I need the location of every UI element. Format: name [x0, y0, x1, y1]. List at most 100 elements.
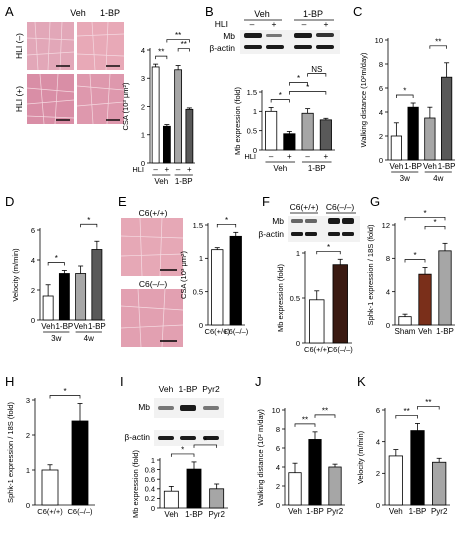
bar-c-1: [390, 135, 402, 161]
x-label-f-1: C6(+/+): [304, 345, 330, 354]
micrograph-e-scalebars: [160, 269, 177, 342]
x-label-c-2: 1-BP: [404, 162, 422, 171]
group-label-d-2: 4w: [84, 334, 94, 343]
micro-a-col-veh: Veh: [70, 8, 86, 18]
sig-bracket-g-1: [404, 259, 426, 263]
sig-bracket-g-3: [404, 216, 446, 221]
blot-b-band-actin: β-actin: [209, 43, 235, 53]
x-sign-a-2: +: [165, 165, 170, 174]
chart-b: 0 0.5 1 1.5 Mb expression (fold) – + – + HLI Veh 1-…: [233, 65, 335, 173]
sig-bracket-g-2: [424, 225, 446, 230]
y-axis-label-b: Mb expression (fold): [233, 87, 242, 155]
blot-i-band-actin: β-actin: [124, 432, 150, 442]
x-label-c-3: Veh: [423, 162, 437, 171]
y-axis-label-a: CSA (10³ μm²): [121, 82, 130, 131]
x-label-g-3: 1-BP: [436, 327, 454, 336]
blot-b-bands: [244, 33, 334, 49]
sig-bracket-c-2: [429, 45, 447, 49]
bar-h-2: [71, 420, 89, 506]
y-axis-label-c: Walking distance (10²m/day): [359, 52, 368, 147]
sig-bracket-b-4: [307, 73, 327, 77]
x-label-d-1: Veh: [41, 322, 55, 331]
sig-label-a-1: **: [158, 48, 164, 57]
sig-bracket-h-1: [49, 395, 81, 399]
group-label-c-1: 3w: [400, 174, 410, 183]
bar-i-2: [186, 468, 202, 509]
bar-b-1: [265, 110, 278, 151]
y-tick-label-b: 0.5: [247, 126, 257, 135]
y-axis-label-h: Sphk-1 expression / 18S (fold): [6, 402, 15, 503]
blot-b-hli-sign-1: –: [250, 19, 255, 29]
y-tick-label-h: 0: [26, 501, 30, 510]
panel-letter-k: K: [357, 374, 366, 389]
x-label-c-4: 1-BP: [438, 162, 456, 171]
group-label-b-2: 1-BP: [308, 164, 326, 173]
y-tick-label-c: 10: [375, 36, 383, 45]
y-axis-label-i: Mb expression (fold): [131, 450, 140, 518]
sig-label-b-3: *: [297, 74, 300, 83]
y-tick-label-g: 0: [386, 321, 390, 330]
x-sign-a-4: +: [187, 165, 192, 174]
bar-h-1: [41, 469, 59, 506]
bar-b-3: [301, 112, 314, 151]
y-tick-label-c: 2: [379, 132, 383, 141]
sig-label-f-1: *: [327, 243, 330, 252]
micrograph-1bp-hli-plus: [77, 74, 124, 124]
bar-i-1: [163, 490, 179, 509]
micrograph-e-texture: [120, 217, 184, 348]
x-label-g-1: Sham: [395, 327, 416, 336]
y-tick-label-g: 8: [386, 254, 390, 263]
blot-f-bands: [291, 218, 354, 236]
x-label-k-2: 1-BP: [409, 507, 427, 516]
panel-letter-j: J: [255, 374, 262, 389]
y-tick-label-c: 4: [379, 108, 383, 117]
panel-letter-d: D: [5, 194, 14, 209]
x-label-h-2: C6(–/–): [67, 507, 93, 516]
sig-label-b-4: NS: [311, 65, 322, 74]
micro-e-label-ko: C6(–/–): [139, 279, 168, 289]
sign-label-a: HLI: [132, 165, 144, 174]
bar-b-2: [283, 133, 296, 151]
x-sign-a-1: –: [153, 165, 158, 174]
y-tick-label-d: 6: [31, 226, 35, 235]
micrograph-veh-hli-minus: [27, 22, 74, 70]
bar-e-2: [229, 235, 242, 326]
group-label-b-1: Veh: [273, 164, 287, 173]
chart-g: 0 4 8 12 Sphk-1 expression / 18S (fold) Sham V…: [366, 209, 455, 336]
y-tick-label-c: 8: [379, 60, 383, 69]
group-label-a-1: Veh: [154, 177, 168, 186]
sig-bracket-i-1: [170, 453, 195, 457]
bar-j-3: [328, 466, 342, 506]
blot-b-hli-sign-3: –: [302, 19, 307, 29]
y-tick-label-j: 4: [276, 463, 280, 472]
x-label-i-3: Pyr2: [208, 510, 225, 519]
chart-e: 0 0.5 1 1.5 CSA (10³ μm²) C6(+/+)C6(–/–) *: [179, 216, 249, 336]
sig-bracket-k-1: [395, 415, 418, 419]
micrograph-c6-wt: [121, 218, 183, 276]
x-sign-b-2: +: [287, 152, 292, 161]
sig-label-k-2: **: [425, 398, 431, 407]
chart-j: 0 2 4 6 8 10 Walking distance (10² m/day) Veh 1-…: [256, 406, 345, 516]
blot-f-band-mb: Mb: [272, 216, 284, 226]
sig-bracket-b-2: [289, 91, 327, 95]
sig-label-k-1: **: [404, 407, 410, 416]
y-tick-label-a: 3: [141, 74, 145, 83]
blot-i-lane-veh: Veh: [159, 384, 174, 394]
chart-f: 0 0.5 1 Mb expression (fold) C6(+/+)C6(–/–) *: [276, 243, 353, 354]
bar-c-4: [441, 76, 453, 161]
x-label-d-2: 1-BP: [55, 322, 73, 331]
bar-a-4: [185, 108, 194, 164]
y-tick-label-h: 2: [26, 431, 30, 440]
x-label-i-2: 1-BP: [185, 510, 203, 519]
y-tick-label-k: 4: [376, 437, 380, 446]
bar-k-3: [432, 461, 447, 506]
x-label-j-2: 1-BP: [306, 507, 324, 516]
group-label-d-1: 3w: [51, 334, 61, 343]
bar-i-3: [209, 488, 225, 509]
group-label-a-2: 1-BP: [175, 177, 193, 186]
x-label-h-1: C6(+/+): [37, 507, 63, 516]
bar-j-2: [308, 439, 322, 506]
y-tick-label-e: 0.5: [193, 287, 203, 296]
